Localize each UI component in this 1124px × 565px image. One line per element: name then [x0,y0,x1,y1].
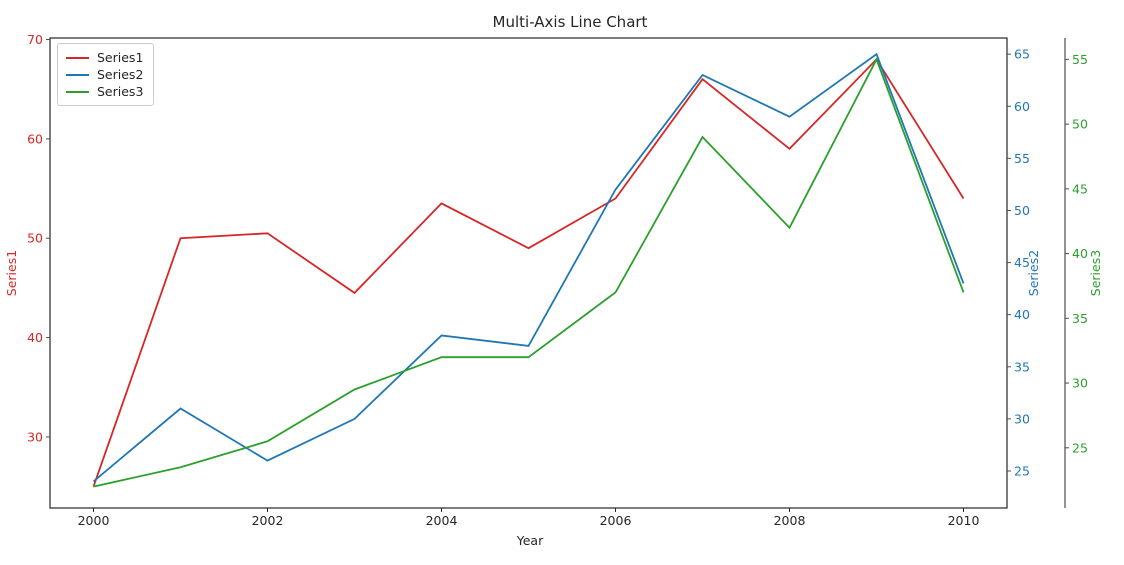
series1-y-tick-label: 70 [27,32,43,47]
series3-axis-label: Series3 [1088,250,1103,296]
series1-axis-label: Series1 [4,250,19,296]
series3-y-tick-label: 35 [1072,311,1088,326]
legend-item-series2: Series2 [66,66,143,83]
series2-y-tick-label: 50 [1014,203,1030,218]
x-tick-label: 2008 [774,513,806,528]
series1-y-tick-label: 60 [27,131,43,146]
series3-y-tick-label: 25 [1072,440,1088,455]
series3-y-tick-label: 30 [1072,376,1088,391]
plot-area: 2000 2002 2004 2006 2008 2010 30 40 50 60 70 Series… [4,32,1103,528]
series1-y-tick-label: 30 [27,429,43,444]
legend-label: Series2 [97,67,144,82]
x-tick-label: 2010 [948,513,980,528]
legend-line-sample [66,73,89,76]
series2-y-tick-label: 25 [1014,464,1030,479]
legend: Series1 Series2 Series3 [57,43,155,106]
series2-y-tick-label: 65 [1014,47,1030,62]
series2-line [92,52,965,483]
x-tick-label: 2006 [600,513,632,528]
series2-y-tick-label: 55 [1014,151,1030,166]
series2-y-tick-label: 30 [1014,411,1030,426]
legend-label: Series1 [97,50,144,65]
x-tick-label: 2002 [252,513,284,528]
series2-y-tick-label: 35 [1014,359,1030,374]
series1-y-tick-label: 50 [27,231,43,246]
legend-label: Series3 [97,84,144,99]
x-tick-label: 2004 [426,513,458,528]
legend-line-sample [66,56,89,59]
legend-item-series3: Series3 [66,83,143,100]
x-tick-label: 2000 [78,513,110,528]
series1-y-tick-label: 40 [27,330,43,345]
series3-y-tick-label: 45 [1072,181,1088,196]
x-axis-label: Year [516,533,544,548]
series3-y-tick-label: 50 [1072,117,1088,132]
series3-y-tick-label: 40 [1072,246,1088,261]
chart-title: Multi-Axis Line Chart [493,13,648,31]
series2-axis-label: Series2 [1026,250,1041,296]
plot-frame [49,37,1008,509]
series2-y-tick-label: 60 [1014,99,1030,114]
series2-y-tick-label: 45 [1014,255,1030,270]
series3-line [93,57,965,488]
series2-y-tick-label: 40 [1014,307,1030,322]
series3-y-tick-label: 55 [1072,52,1088,67]
legend-line-sample [66,90,89,93]
legend-item-series1: Series1 [66,49,143,66]
series1-line [92,57,965,487]
